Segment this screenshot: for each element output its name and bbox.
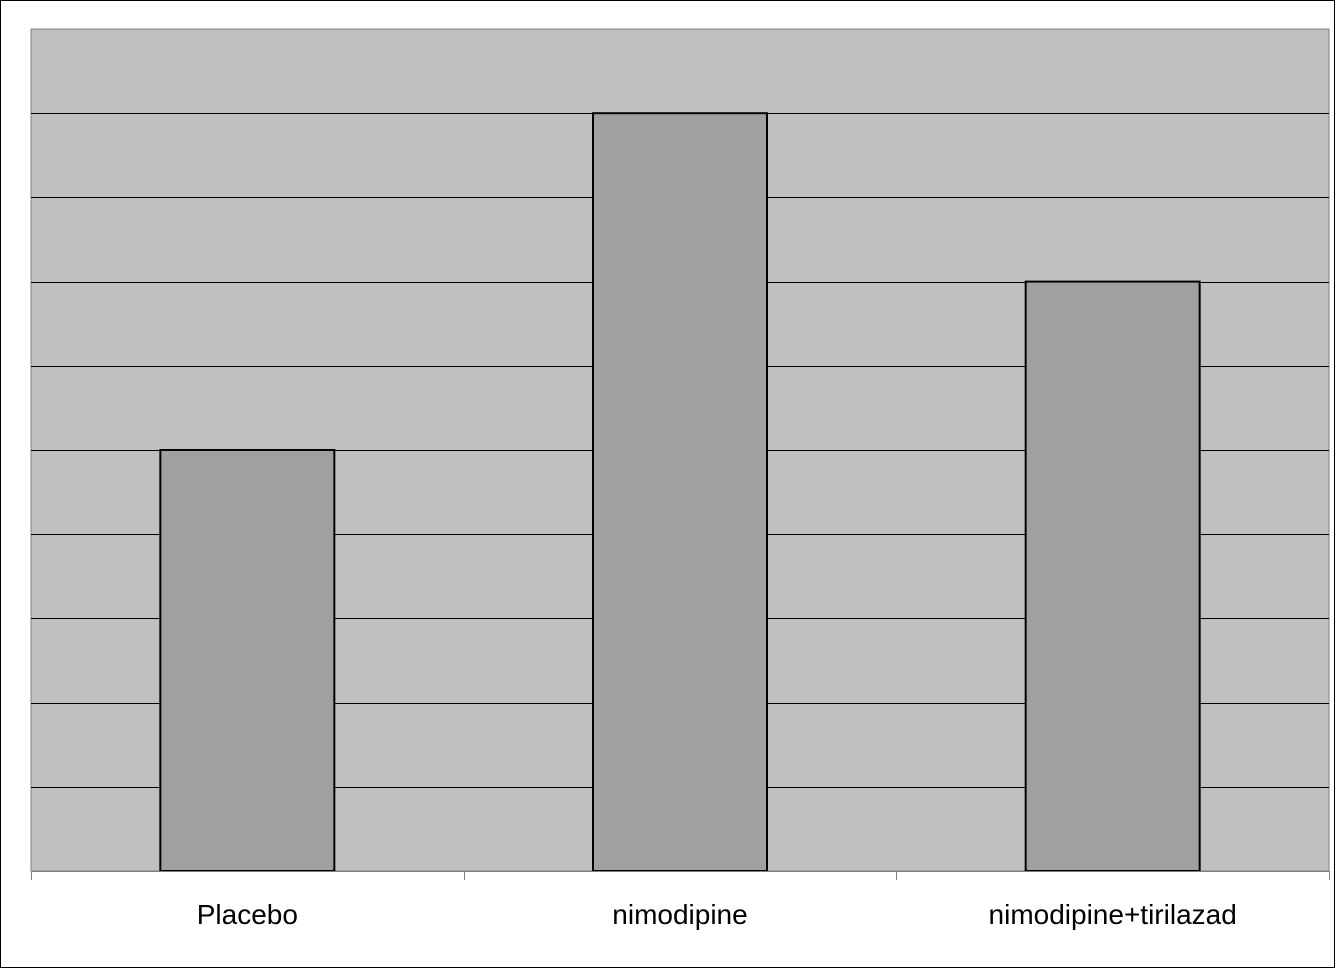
x-tick-label: nimodipine xyxy=(612,899,747,930)
x-axis xyxy=(31,871,1330,880)
x-axis-labels: Placebo nimodipine nimodipine+tirilazad xyxy=(197,899,1237,930)
x-tick-label: Placebo xyxy=(197,899,298,930)
bar-nimodipine xyxy=(592,112,768,872)
x-tick-label: nimodipine+tirilazad xyxy=(989,899,1237,930)
bars xyxy=(159,112,1201,873)
bar-placebo xyxy=(159,449,336,872)
bar-nimodipine-tirilazad xyxy=(1024,280,1201,873)
